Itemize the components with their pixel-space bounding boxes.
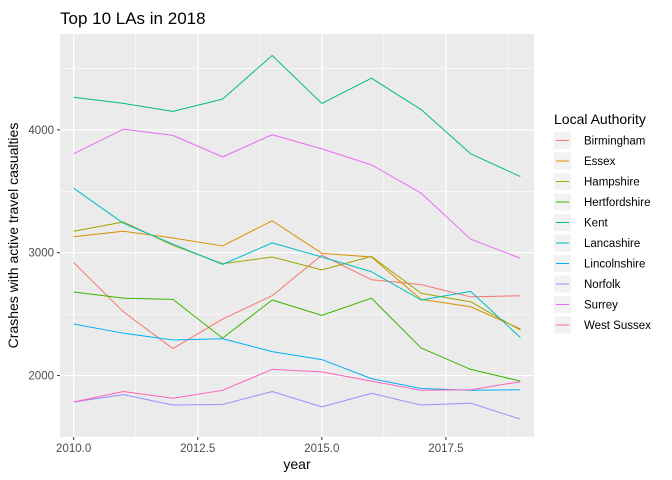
grid-minor bbox=[60, 34, 534, 438]
legend-item-west-sussex: West Sussex bbox=[554, 316, 651, 334]
legend-item-birmingham: Birmingham bbox=[554, 132, 645, 149]
legend-item-lancashire: Lancashire bbox=[554, 234, 640, 252]
legend-item-surrey: Surrey bbox=[554, 296, 618, 313]
legend-label: Essex bbox=[584, 156, 616, 168]
legend-item-hertfordshire: Hertfordshire bbox=[554, 193, 650, 211]
x-tick-label: 2012.5 bbox=[180, 443, 215, 455]
legend-label: Hampshire bbox=[584, 177, 640, 189]
legend-label: Kent bbox=[584, 218, 608, 230]
legend-label: Lincolnshire bbox=[584, 259, 645, 271]
x-axis-title: year bbox=[283, 456, 311, 472]
legend-items: Birmingham Essex Hampshire Hertfordshire Ken… bbox=[554, 132, 651, 334]
legend-item-lincolnshire: Lincolnshire bbox=[554, 255, 645, 272]
y-tick-label: 4000 bbox=[28, 125, 54, 137]
legend-label: Norfolk bbox=[584, 279, 621, 291]
legend-label: Birmingham bbox=[584, 136, 645, 148]
x-axis: 2010.0 2012.5 2015.0 2017.5 bbox=[56, 437, 463, 455]
y-tick-label: 3000 bbox=[28, 248, 54, 260]
chart-title: Top 10 LAs in 2018 bbox=[60, 9, 206, 28]
series-line-surrey bbox=[73, 128, 521, 259]
y-tick-label: 2000 bbox=[28, 371, 54, 383]
series-line-lancashire bbox=[73, 187, 521, 338]
legend-item-hampshire: Hampshire bbox=[554, 173, 640, 190]
series-line-birmingham bbox=[73, 254, 521, 350]
series-lines bbox=[73, 55, 521, 420]
series-line-west-sussex bbox=[73, 368, 521, 403]
grid-major bbox=[60, 34, 534, 437]
x-tick-label: 2010.0 bbox=[56, 443, 91, 455]
legend-label: Surrey bbox=[584, 300, 618, 312]
legend: Local Authority Birmingham Essex Hampshire… bbox=[554, 111, 651, 334]
x-tick-label: 2015.0 bbox=[304, 443, 339, 455]
legend-item-kent: Kent bbox=[554, 214, 608, 231]
legend-item-norfolk: Norfolk bbox=[554, 275, 621, 293]
series-line-hertfordshire bbox=[73, 291, 521, 382]
y-axis: 2000 3000 4000 bbox=[28, 125, 60, 383]
plot-panel bbox=[60, 34, 534, 437]
legend-label: Hertfordshire bbox=[584, 197, 650, 209]
legend-label: Lancashire bbox=[584, 238, 640, 250]
legend-title: Local Authority bbox=[554, 111, 646, 127]
legend-label: West Sussex bbox=[584, 320, 651, 332]
y-axis-title: Crashes with active travel casualties bbox=[5, 123, 21, 349]
series-line-essex bbox=[73, 220, 521, 330]
legend-item-essex: Essex bbox=[554, 152, 616, 170]
series-line-lincolnshire bbox=[73, 323, 521, 391]
series-line-kent bbox=[73, 55, 521, 177]
series-line-norfolk bbox=[73, 391, 521, 420]
x-tick-label: 2017.5 bbox=[428, 443, 463, 455]
